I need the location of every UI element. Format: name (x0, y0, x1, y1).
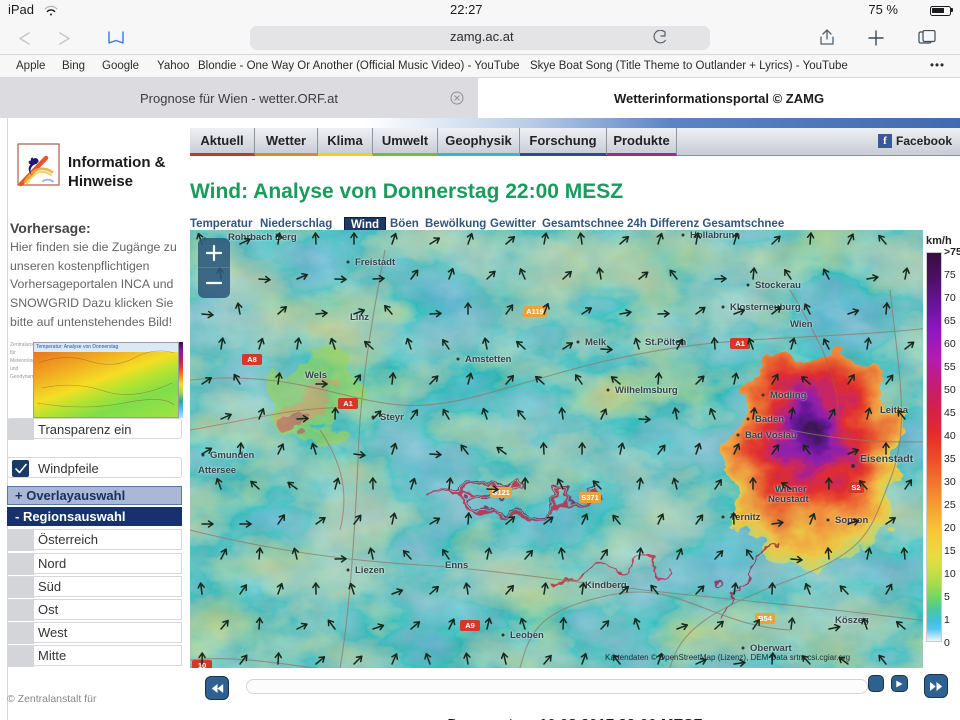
svg-text:Kindberg: Kindberg (585, 580, 627, 591)
svg-text:Mödling: Mödling (770, 390, 807, 401)
svg-text:Wien: Wien (790, 319, 813, 330)
svg-text:S371: S371 (581, 493, 599, 502)
svg-text:S2: S2 (851, 483, 860, 492)
svg-text:Baden: Baden (755, 414, 784, 425)
svg-text:Melk: Melk (585, 337, 607, 348)
svg-text:A9: A9 (465, 621, 475, 630)
svg-text:A8: A8 (247, 355, 257, 364)
svg-text:Stockerau: Stockerau (755, 280, 801, 291)
svg-text:Leitha: Leitha (880, 405, 909, 416)
svg-text:Kartendaten © OpenStreetMap (L: Kartendaten © OpenStreetMap (Lizenz), DE… (605, 653, 850, 662)
svg-text:Eisenstadt: Eisenstadt (860, 453, 914, 465)
svg-text:Enns: Enns (445, 560, 468, 571)
svg-text:Wilhelmsburg: Wilhelmsburg (615, 385, 678, 396)
svg-text:Wels: Wels (305, 370, 327, 381)
svg-text:Gmunden: Gmunden (210, 450, 255, 461)
svg-text:Attersee: Attersee (198, 465, 236, 476)
svg-text:B54: B54 (758, 614, 773, 623)
svg-text:Rohrbach Berg: Rohrbach Berg (228, 232, 297, 243)
svg-text:A119: A119 (526, 307, 544, 316)
svg-text:Amstetten: Amstetten (465, 354, 512, 365)
svg-text:Liezen: Liezen (355, 565, 385, 576)
svg-text:A1: A1 (735, 339, 745, 348)
svg-text:Neustadt: Neustadt (768, 494, 809, 505)
svg-text:Leoben: Leoben (510, 630, 544, 641)
svg-text:Bad Vöslau: Bad Vöslau (745, 430, 797, 441)
svg-text:Freistadt: Freistadt (355, 257, 396, 268)
svg-text:A1: A1 (343, 399, 353, 408)
svg-text:Steyr: Steyr (380, 412, 404, 423)
svg-text:Sopron: Sopron (835, 515, 868, 526)
svg-text:Linz: Linz (350, 312, 369, 323)
